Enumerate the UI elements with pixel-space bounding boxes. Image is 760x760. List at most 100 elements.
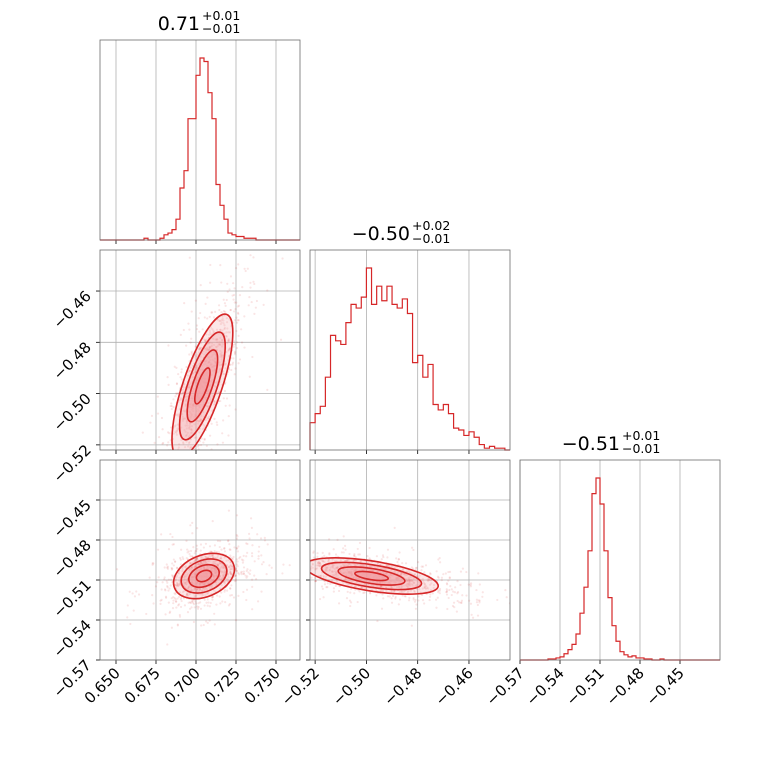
sample-point [163, 566, 166, 569]
sample-point [345, 597, 349, 600]
sample-point [181, 591, 185, 594]
sample-point [195, 365, 198, 368]
sample-point [406, 582, 409, 585]
sample-point [227, 339, 230, 342]
sample-point [183, 456, 185, 458]
sample-point [169, 532, 172, 536]
sample-point [217, 364, 221, 367]
sample-point [182, 583, 185, 586]
sample-point [333, 560, 336, 563]
sample-point [167, 475, 169, 477]
sample-point [229, 563, 232, 567]
sample-point [149, 421, 152, 424]
sample-point [329, 566, 332, 569]
sample-point [403, 595, 406, 598]
sample-point [141, 495, 143, 497]
sample-point [241, 286, 244, 289]
sample-point [179, 469, 181, 471]
sample-point [163, 588, 167, 591]
sample-point [187, 445, 190, 448]
sample-point [310, 565, 313, 568]
sample-point [393, 570, 396, 574]
sample-point [227, 565, 230, 568]
sample-point [142, 513, 144, 515]
sample-point [210, 586, 214, 589]
sample-point [189, 382, 192, 385]
sample-point [396, 571, 399, 575]
sample-point [171, 451, 173, 453]
sample-point [191, 376, 194, 379]
sample-point [476, 603, 479, 607]
sample-point [199, 346, 202, 349]
sample-point [174, 578, 177, 582]
sample-point [183, 428, 186, 432]
sample-point [235, 547, 238, 550]
sample-point [328, 552, 331, 555]
sample-point [215, 348, 219, 352]
sample-point [258, 545, 261, 548]
sample-point [279, 570, 281, 572]
sample-point [216, 563, 219, 566]
sample-point [496, 598, 499, 602]
sample-point [342, 547, 345, 550]
sample-point [312, 550, 315, 553]
sample-point [175, 431, 178, 434]
sample-point [190, 431, 194, 434]
sample-point [414, 598, 417, 601]
sample-point [358, 553, 361, 556]
sample-point [262, 303, 265, 306]
sample-point [162, 537, 164, 539]
sample-point [233, 301, 236, 304]
sample-point [394, 597, 397, 600]
sample-point [251, 546, 253, 548]
sample-point [178, 582, 181, 585]
sample-point [204, 542, 208, 545]
sample-point [170, 574, 174, 577]
sample-point [285, 567, 287, 569]
sample-point [177, 451, 179, 453]
sample-point [306, 563, 308, 565]
x-tick-label: −0.45 [643, 664, 688, 709]
sample-point [208, 605, 211, 608]
sample-point [188, 568, 191, 571]
sample-point [353, 553, 356, 556]
sample-point [253, 312, 256, 315]
sample-point [199, 601, 202, 604]
sample-point [328, 569, 331, 572]
sample-point [249, 560, 251, 562]
sample-point [410, 579, 413, 582]
sample-point [132, 609, 135, 612]
sample-point [185, 539, 188, 542]
sample-point [208, 585, 211, 588]
sample-point [190, 428, 193, 431]
sample-point [234, 408, 237, 411]
sample-point [196, 353, 199, 356]
sample-point [184, 399, 188, 402]
sample-point [189, 555, 192, 558]
sample-point [199, 549, 202, 552]
sample-point [348, 552, 351, 556]
sample-point [279, 580, 281, 582]
sample-point [350, 580, 353, 583]
sample-point [404, 562, 408, 565]
sample-point [221, 372, 224, 375]
sample-point [338, 585, 341, 588]
sample-point [193, 587, 196, 590]
sample-point [234, 267, 238, 270]
sample-point [344, 559, 347, 563]
sample-point [177, 595, 181, 599]
sample-point [428, 583, 432, 586]
sample-point [126, 604, 129, 607]
sample-point [416, 580, 419, 583]
sample-point [216, 344, 219, 348]
sample-point [207, 415, 210, 418]
sample-point [219, 328, 222, 331]
sample-point [169, 610, 172, 613]
sample-point [427, 578, 430, 582]
sample-point [285, 562, 287, 564]
sample-point [200, 624, 203, 627]
sample-point [354, 564, 358, 567]
sample-point [481, 591, 484, 594]
sample-point [303, 539, 305, 541]
